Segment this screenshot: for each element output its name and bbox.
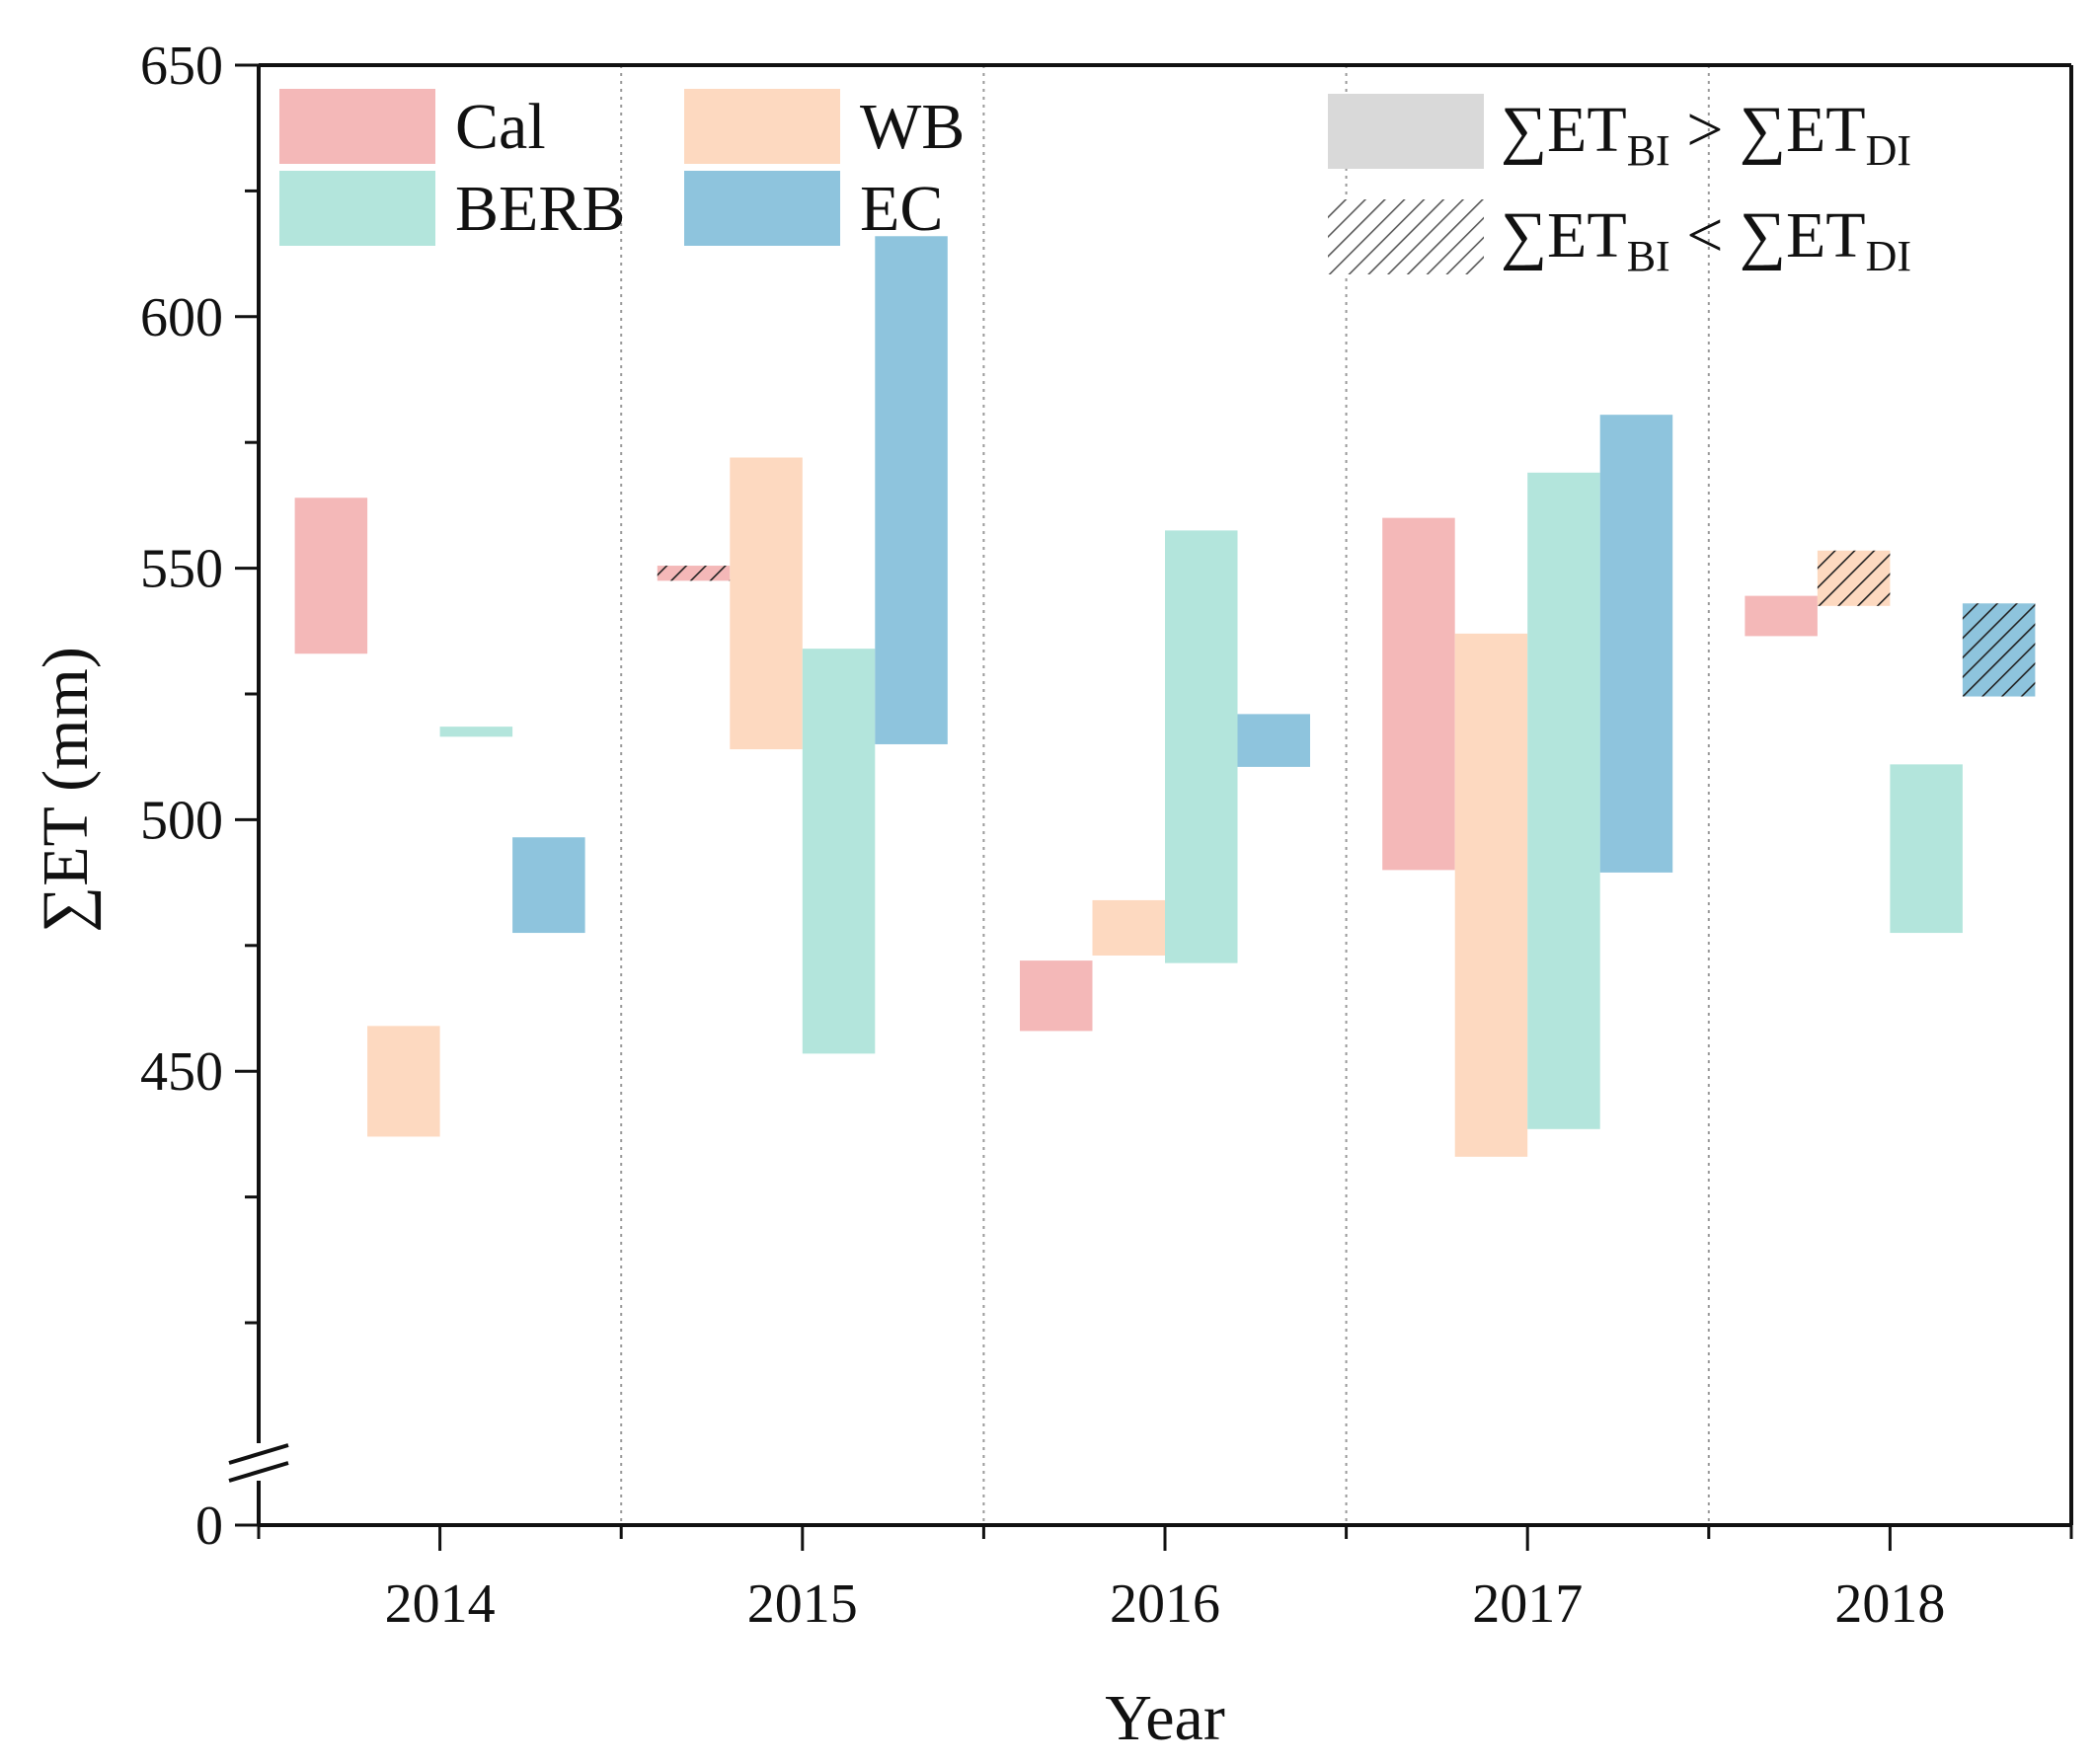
legend-swatch: [279, 171, 435, 246]
bar-fill: [439, 727, 513, 737]
bar-cal-2016: [1020, 960, 1093, 1032]
bar-fill: [1020, 960, 1093, 1032]
y-tick-label: 550: [140, 539, 223, 600]
bar-berb-2015: [802, 649, 876, 1054]
legend-label: WB: [860, 91, 965, 163]
bar-cal-2015: [657, 566, 731, 581]
bar-berb-2016: [1165, 530, 1238, 963]
x-tick-label: 2017: [1472, 1573, 1583, 1635]
bar-ec-2015: [875, 236, 948, 744]
bar-berb-2014: [439, 727, 513, 737]
y-axis-title: ∑ET (mm): [30, 647, 102, 933]
bar-fill: [367, 1026, 440, 1137]
x-tick-label: 2018: [1834, 1573, 1945, 1635]
bar-cal-2018: [1745, 595, 1818, 637]
legend-label: BERB: [455, 173, 625, 245]
axis-break-mark: [228, 1443, 289, 1465]
bar-berb-2017: [1527, 472, 1600, 1129]
category-separators: [620, 65, 1710, 1525]
legend-pattern-solid: ∑ETBI > ∑ETDI: [1328, 94, 1911, 175]
axis-break-mark: [228, 1461, 289, 1483]
bar-wb-2014: [367, 1026, 440, 1137]
bar-fill: [294, 498, 368, 654]
y-tick-label: 650: [140, 36, 223, 97]
bar-fill: [730, 457, 803, 750]
bars: [294, 236, 2036, 1157]
legend-swatch: [684, 89, 840, 164]
bar-fill: [1237, 714, 1310, 767]
y-tick-label: 450: [140, 1041, 223, 1103]
bar-fill: [1454, 633, 1528, 1157]
legend-item-berb: BERB: [279, 171, 625, 246]
bar-hatch: [1962, 603, 2036, 697]
legend-item-ec: EC: [684, 171, 943, 246]
axes: 0 450 500 550 600 650 2014 2015 2016 2017 2018 Year…: [30, 36, 2073, 1754]
bar-ec-2016: [1237, 714, 1310, 767]
bar-ec-2017: [1599, 415, 1673, 873]
legend-pattern-hatch: [1328, 199, 1484, 274]
bar-wb-2015: [730, 457, 803, 750]
bar-fill: [1092, 899, 1165, 956]
bar-wb-2016: [1092, 899, 1165, 956]
legend-item-wb: WB: [684, 89, 965, 164]
legend-swatch: [279, 89, 435, 164]
bar-fill: [1890, 764, 1963, 934]
bar-fill: [1599, 415, 1673, 873]
legend: Cal WB BERB EC ∑ETBI > ∑ETDI ∑ETBI < ∑ETDI: [279, 89, 1911, 280]
y-tick-label: 600: [140, 287, 223, 348]
bar-fill: [1165, 530, 1238, 963]
bar-fill: [1527, 472, 1600, 1129]
bar-hatch: [657, 566, 731, 581]
x-tick-label: 2016: [1110, 1573, 1220, 1635]
legend-label: Cal: [455, 91, 546, 163]
legend-pattern-label: ∑ETBI > ∑ETDI: [1501, 94, 1911, 175]
legend-item-cal: Cal: [279, 89, 546, 164]
bar-wb-2017: [1454, 633, 1528, 1157]
bar-hatch: [1817, 550, 1891, 606]
x-tick-label: 2014: [385, 1573, 496, 1635]
y-tick-label: 500: [140, 790, 223, 851]
legend-pattern-swatch: [1328, 94, 1484, 169]
bar-fill: [512, 837, 585, 934]
legend-pattern-label: ∑ETBI < ∑ETDI: [1501, 199, 1911, 280]
bar-cal-2014: [294, 498, 368, 654]
bar-cal-2017: [1382, 517, 1455, 871]
legend-pattern-hatched: ∑ETBI < ∑ETDI: [1328, 199, 1911, 280]
y-tick-label: 0: [195, 1496, 223, 1557]
bar-wb-2018: [1817, 550, 1891, 606]
legend-label: EC: [860, 173, 943, 245]
bar-fill: [802, 649, 876, 1054]
x-axis-title: Year: [1105, 1682, 1225, 1754]
bar-ec-2014: [512, 837, 585, 934]
bar-fill: [1745, 595, 1818, 637]
bar-fill: [875, 236, 948, 744]
bar-ec-2018: [1962, 603, 2036, 697]
legend-swatch: [684, 171, 840, 246]
bar-berb-2018: [1890, 764, 1963, 934]
x-tick-label: 2015: [747, 1573, 858, 1635]
bar-fill: [1382, 517, 1455, 871]
